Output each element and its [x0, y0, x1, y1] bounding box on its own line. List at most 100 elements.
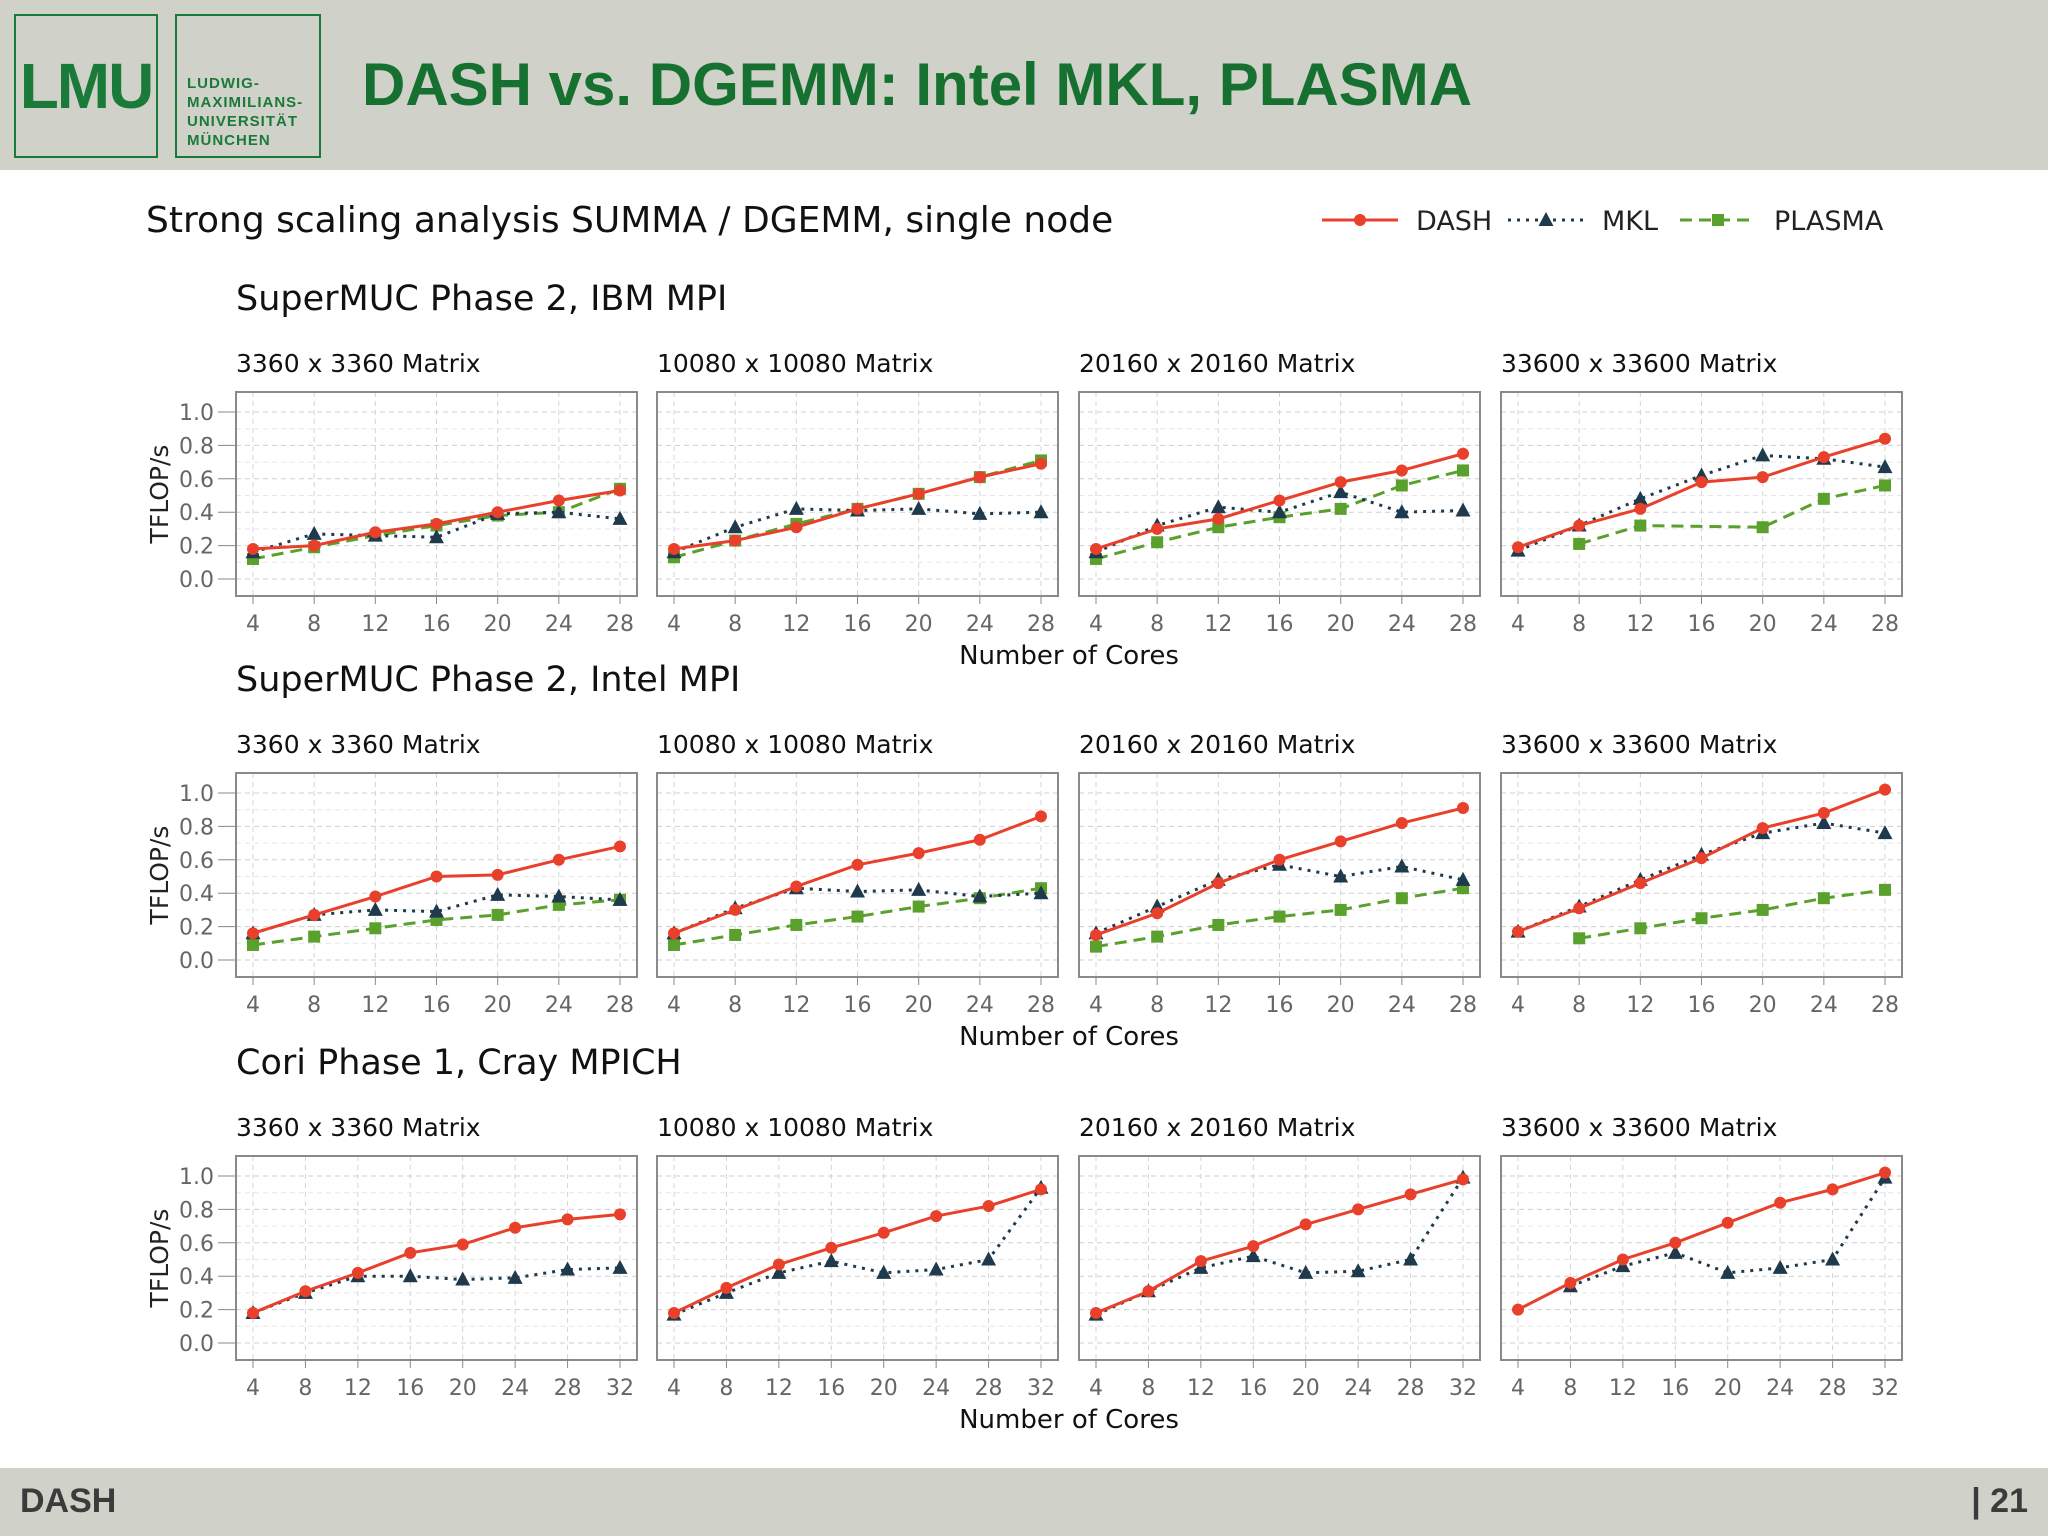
- y-tick-label: 0.6: [179, 1232, 214, 1257]
- x-tick-label: 28: [1027, 993, 1055, 1018]
- data-point-dash: [351, 1266, 364, 1279]
- x-tick-label: 16: [1266, 993, 1294, 1018]
- data-point-plasma: [1634, 922, 1647, 935]
- data-point-dash: [1634, 502, 1647, 515]
- data-point-plasma: [1151, 930, 1164, 943]
- data-point-mkl: [850, 883, 865, 898]
- x-tick-label: 8: [307, 612, 321, 637]
- x-tick-label: 20: [1327, 612, 1355, 637]
- scaling-figure: Strong scaling analysis SUMMA / DGEMM, s…: [145, 200, 1903, 1435]
- data-point-mkl: [306, 525, 322, 540]
- x-tick-label: 4: [667, 612, 681, 637]
- data-point-mkl: [367, 901, 383, 916]
- data-point-mkl: [612, 510, 628, 525]
- data-point-dash: [1395, 464, 1408, 477]
- series-line-dash: [1517, 1171, 1886, 1311]
- data-point-dash: [456, 1238, 469, 1251]
- data-point-plasma: [1457, 464, 1469, 477]
- x-tick-label: 28: [975, 1376, 1003, 1401]
- data-point-dash: [982, 1200, 995, 1213]
- data-point-dash: [1352, 1203, 1365, 1216]
- legend-marker-plasma: [1712, 214, 1724, 226]
- x-tick-label: 16: [396, 1376, 424, 1401]
- footer-label: DASH: [20, 1482, 117, 1520]
- x-tick-label: 12: [1626, 612, 1654, 637]
- data-point-dash: [1634, 877, 1647, 890]
- data-point-mkl: [1755, 447, 1771, 462]
- data-point-mkl: [490, 886, 506, 901]
- x-tick-label: 4: [667, 993, 681, 1018]
- panel-title: 3360 x 3360 Matrix: [236, 349, 481, 378]
- panel-title: 20160 x 20160 Matrix: [1079, 1113, 1355, 1142]
- data-point-dash: [552, 494, 565, 507]
- panel-title: 3360 x 3360 Matrix: [236, 1113, 481, 1142]
- data-point-plasma: [1756, 521, 1769, 534]
- data-point-mkl: [1667, 1244, 1683, 1259]
- x-tick-label: 28: [606, 612, 634, 637]
- data-point-plasma: [1395, 892, 1408, 905]
- data-point-dash: [1774, 1196, 1787, 1209]
- x-tick-label: 32: [1449, 1376, 1477, 1401]
- data-point-mkl: [1333, 868, 1349, 883]
- panel-frame: [1078, 1155, 1481, 1361]
- x-tick-label: 16: [1661, 1376, 1689, 1401]
- x-tick-label: 20: [1714, 1376, 1742, 1401]
- x-tick-label: 28: [1449, 612, 1477, 637]
- x-tick-label: 28: [554, 1376, 582, 1401]
- y-tick-label: 0.2: [179, 1299, 214, 1324]
- data-point-dash: [790, 880, 803, 893]
- data-point-dash: [1273, 853, 1286, 866]
- x-tick-label: 16: [1688, 993, 1716, 1018]
- data-point-dash: [1669, 1236, 1682, 1249]
- x-tick-label: 8: [307, 993, 321, 1018]
- data-point-dash: [1756, 471, 1769, 484]
- data-point-dash: [1395, 817, 1408, 830]
- data-point-mkl: [1877, 825, 1893, 840]
- x-tick-label: 16: [423, 993, 451, 1018]
- x-tick-label: 20: [1749, 612, 1777, 637]
- data-point-dash: [1273, 494, 1286, 507]
- data-point-dash: [1299, 1218, 1312, 1231]
- data-point-mkl: [727, 519, 743, 534]
- data-point-dash: [1212, 877, 1225, 890]
- data-point-plasma: [1634, 519, 1647, 532]
- data-point-dash: [614, 840, 626, 853]
- x-tick-label: 24: [1810, 612, 1838, 637]
- data-point-mkl: [1772, 1259, 1788, 1274]
- data-point-plasma: [1212, 918, 1225, 931]
- data-point-mkl: [612, 891, 628, 906]
- data-point-plasma: [247, 938, 259, 951]
- slide-header: LMU LUDWIG- MAXIMILIANS- UNIVERSITÄT MÜN…: [0, 0, 2048, 170]
- panel-frame: [656, 1155, 1059, 1361]
- legend-label-mkl: MKL: [1602, 206, 1658, 237]
- data-point-plasma: [1879, 479, 1891, 492]
- data-point-plasma: [1212, 521, 1225, 534]
- data-point-plasma: [1879, 883, 1891, 896]
- data-point-mkl: [551, 504, 567, 519]
- x-tick-label: 12: [1204, 612, 1232, 637]
- x-tick-label: 32: [1871, 1376, 1899, 1401]
- x-tick-label: 12: [344, 1376, 372, 1401]
- data-point-dash: [973, 471, 986, 484]
- data-point-dash: [614, 1208, 626, 1221]
- data-point-mkl: [560, 1261, 576, 1276]
- data-point-plasma: [668, 938, 680, 951]
- series-line-plasma: [1578, 484, 1886, 546]
- data-point-plasma: [790, 918, 803, 931]
- data-point-dash: [308, 539, 321, 552]
- x-tick-label: 24: [545, 612, 573, 637]
- x-axis-label: Number of Cores: [959, 641, 1179, 671]
- data-point-plasma: [1151, 536, 1164, 549]
- data-point-plasma: [912, 900, 925, 913]
- x-tick-label: 24: [922, 1376, 950, 1401]
- slide-footer: DASH | 21: [0, 1468, 2048, 1536]
- x-tick-label: 28: [606, 993, 634, 1018]
- data-point-dash: [247, 1306, 259, 1319]
- x-tick-label: 20: [1749, 993, 1777, 1018]
- data-point-plasma: [1090, 940, 1102, 953]
- data-point-mkl: [972, 505, 988, 520]
- data-point-dash: [851, 502, 864, 515]
- data-point-mkl: [911, 881, 927, 896]
- data-point-dash: [1151, 522, 1164, 535]
- data-point-mkl: [612, 1259, 628, 1274]
